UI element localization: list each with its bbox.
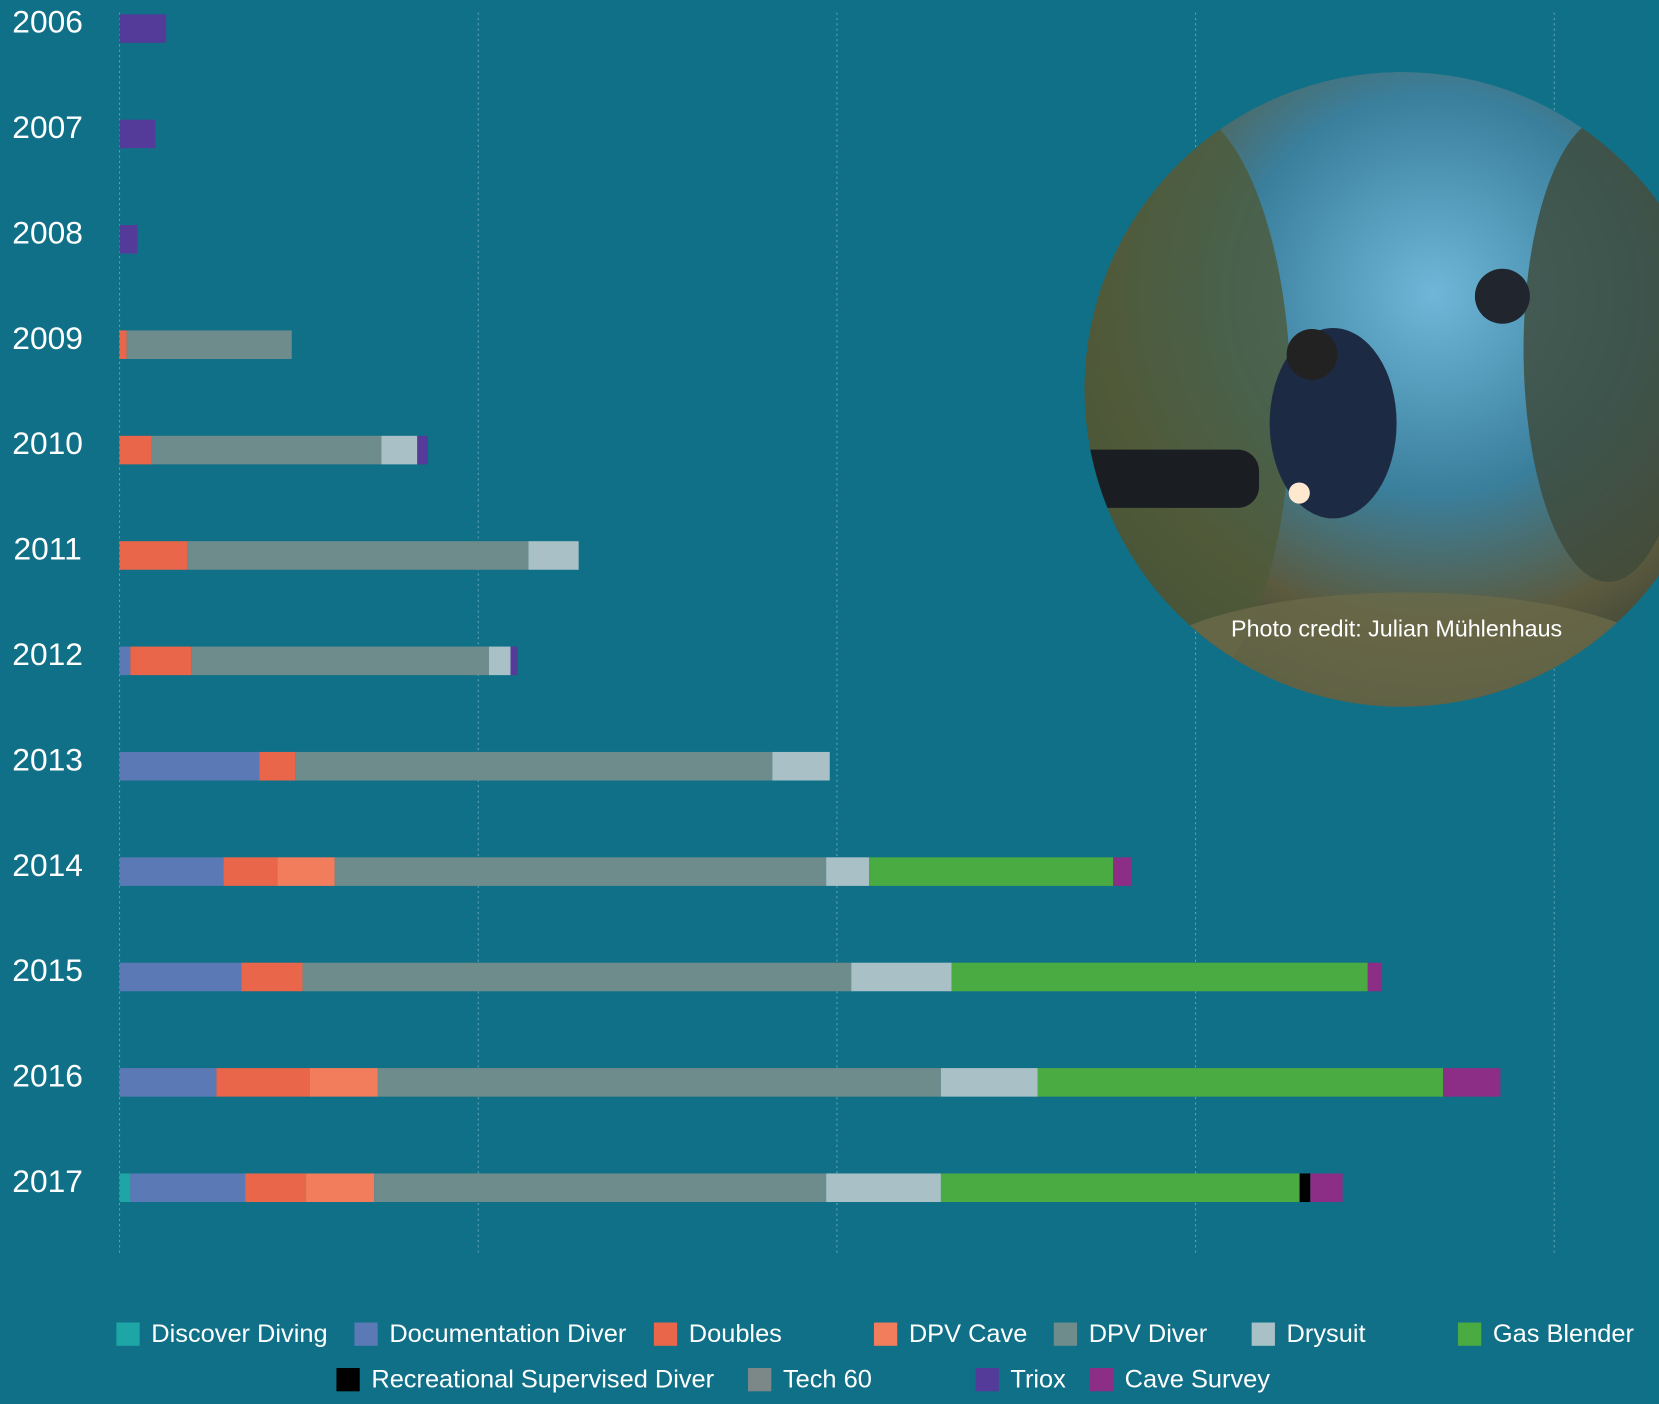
bar-segment bbox=[259, 751, 296, 781]
bar-segment bbox=[277, 857, 335, 886]
bar-segment bbox=[151, 435, 382, 465]
bar-segment bbox=[306, 1173, 375, 1203]
legend-swatch bbox=[1251, 1322, 1275, 1346]
legend-swatch bbox=[1053, 1322, 1078, 1346]
bar-segment bbox=[130, 646, 192, 676]
legend-label: DPV Cave bbox=[909, 1320, 1027, 1348]
legend-label: Drysuit bbox=[1287, 1320, 1366, 1348]
legend-swatch bbox=[1089, 1368, 1114, 1392]
bar-segment bbox=[309, 1068, 378, 1097]
bar-segment bbox=[223, 857, 278, 886]
bar-segment bbox=[302, 962, 852, 992]
bar-segment bbox=[1443, 1068, 1501, 1097]
y-tick-label: 2014 bbox=[12, 847, 83, 883]
bar-segment bbox=[126, 330, 292, 359]
legend-label: DPV Diver bbox=[1089, 1320, 1208, 1348]
photo bbox=[1084, 71, 1659, 707]
legend-swatch bbox=[336, 1368, 360, 1392]
bar-segment bbox=[1113, 857, 1132, 886]
bar-segment bbox=[216, 1068, 310, 1097]
bar-segment bbox=[119, 962, 242, 992]
y-tick-label: 2008 bbox=[12, 214, 83, 250]
y-tick-label: 2013 bbox=[12, 741, 83, 777]
bar-segment bbox=[119, 330, 127, 359]
bar-segment bbox=[295, 751, 773, 781]
y-tick-label: 2016 bbox=[12, 1058, 83, 1094]
y-tick-label: 2017 bbox=[12, 1163, 83, 1199]
legend-label: Documentation Diver bbox=[389, 1320, 626, 1348]
bar-segment bbox=[869, 857, 1114, 886]
bar-segment bbox=[119, 1068, 217, 1097]
legend-label: Tech 60 bbox=[783, 1365, 872, 1393]
bar-segment bbox=[119, 646, 131, 676]
legend-swatch bbox=[116, 1322, 140, 1346]
bar-segment bbox=[334, 857, 827, 886]
bar-segment bbox=[130, 1173, 246, 1203]
bar-segment bbox=[381, 435, 418, 465]
bar-segment bbox=[119, 751, 260, 781]
bar-segment bbox=[417, 435, 429, 465]
y-tick-label: 2010 bbox=[12, 425, 83, 461]
bar-segment bbox=[1299, 1173, 1311, 1203]
bar-segment bbox=[119, 541, 188, 570]
legend-label: Gas Blender bbox=[1493, 1320, 1635, 1348]
bar-segment bbox=[826, 857, 870, 886]
legend-label: Discover Diving bbox=[151, 1320, 327, 1348]
y-tick-label: 2007 bbox=[12, 109, 83, 145]
legend-swatch bbox=[975, 1368, 999, 1392]
bar-segment bbox=[1310, 1173, 1343, 1203]
y-tick-label: 2015 bbox=[12, 952, 83, 988]
y-tick-label: 2011 bbox=[13, 531, 81, 567]
bar-segment bbox=[119, 1173, 131, 1203]
bar-segment bbox=[940, 1068, 1038, 1097]
y-tick-label: 2006 bbox=[12, 4, 83, 40]
bar-segment bbox=[528, 541, 579, 570]
bar-segment bbox=[245, 1173, 307, 1203]
bar-segment bbox=[1037, 1068, 1444, 1097]
legend-label: Cave Survey bbox=[1125, 1365, 1271, 1393]
bar-segment bbox=[119, 435, 152, 465]
bar-segment bbox=[826, 1173, 941, 1203]
bar-segment bbox=[119, 857, 224, 886]
bar-segment bbox=[377, 1068, 941, 1097]
bar-segment bbox=[191, 646, 489, 676]
legend-label: Triox bbox=[1010, 1365, 1066, 1393]
legend-label: Doubles bbox=[689, 1320, 782, 1348]
bar-segment bbox=[119, 119, 156, 149]
bar-segment bbox=[187, 541, 529, 570]
bar-segment bbox=[851, 962, 952, 992]
bar-segment bbox=[119, 225, 138, 254]
legend-label: Recreational Supervised Diver bbox=[371, 1365, 714, 1393]
legend-swatch bbox=[873, 1322, 898, 1346]
bar-segment bbox=[119, 14, 167, 43]
photo-credit: Photo credit: Julian Mühlenhaus bbox=[1231, 616, 1562, 642]
legend-swatch bbox=[1457, 1322, 1482, 1346]
bar-segment bbox=[772, 751, 830, 781]
bar-segment bbox=[241, 962, 303, 992]
y-tick-label: 2009 bbox=[12, 320, 83, 356]
bar-segment bbox=[510, 646, 518, 676]
bar-segment bbox=[951, 962, 1368, 992]
bar-segment bbox=[488, 646, 511, 676]
y-tick-label: 2012 bbox=[12, 636, 83, 672]
legend-swatch bbox=[354, 1322, 378, 1346]
legend-swatch bbox=[653, 1322, 678, 1346]
bar-segment bbox=[374, 1173, 827, 1203]
legend-swatch bbox=[748, 1368, 772, 1392]
bar-segment bbox=[1367, 962, 1383, 992]
bar-segment bbox=[940, 1173, 1300, 1203]
